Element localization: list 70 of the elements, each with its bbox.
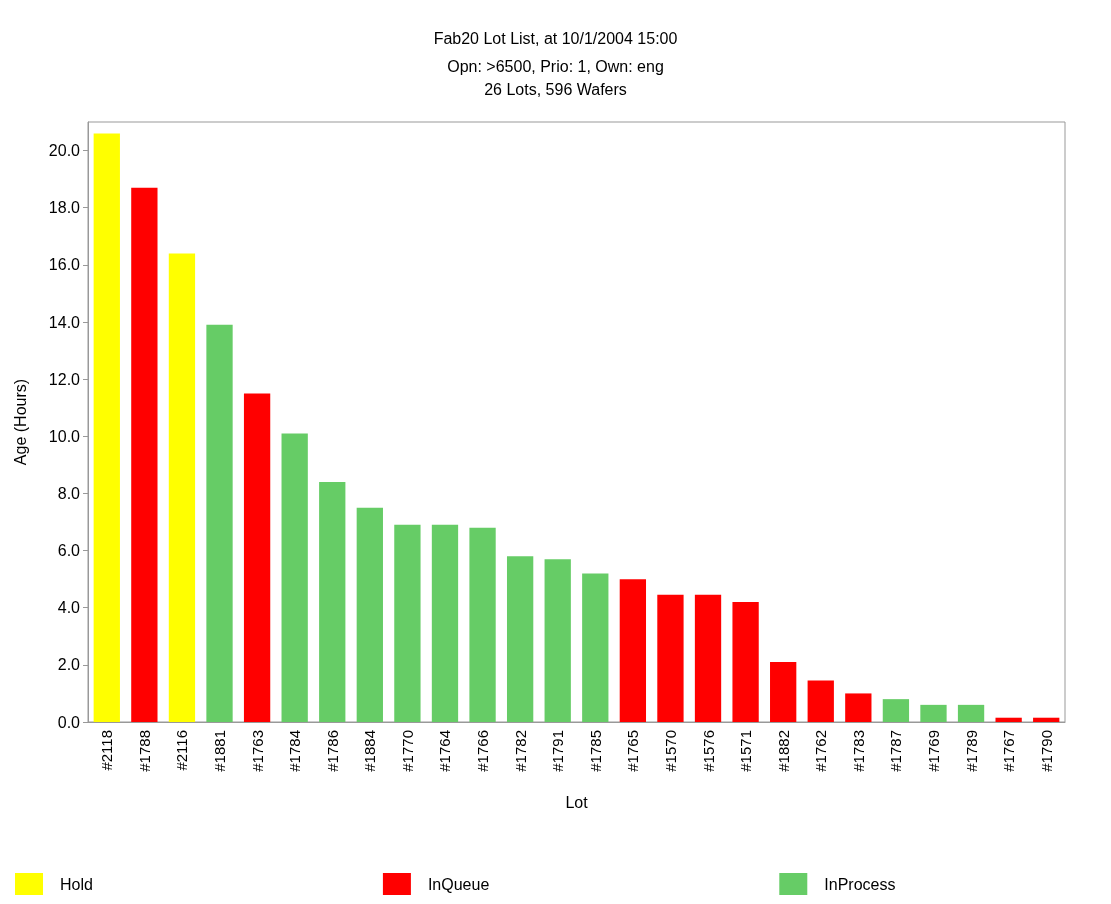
bar: [1033, 717, 1060, 722]
chart-subtitle: Opn: >6500, Prio: 1, Own: eng 26 Lots, 596 Wafers: [447, 58, 664, 98]
bar: [394, 524, 421, 722]
y-tick-label: 8.0: [57, 484, 81, 502]
y-tick-label: 12.0: [48, 370, 81, 388]
x-axis-title: Lot: [565, 793, 589, 811]
x-tick-label: #1791: [549, 730, 567, 772]
x-tick-label: #1764: [436, 730, 454, 772]
x-tick-label: #1766: [474, 730, 492, 772]
x-tick-label: #1767: [1000, 730, 1018, 772]
y-tick-label: 20.0: [48, 142, 81, 160]
x-tick-label: #1882: [774, 730, 792, 772]
bar: [544, 559, 571, 722]
chart-title: Fab20 Lot List, at 10/1/2004 15:00: [433, 29, 678, 47]
x-tick-label: #1762: [812, 730, 830, 772]
x-tick-label: #1782: [511, 730, 529, 772]
x-tick-label: #1783: [849, 730, 867, 772]
x-tick-label: #2118: [98, 730, 116, 771]
legend-label: InProcess: [824, 875, 896, 893]
y-tick-label: 16.0: [48, 256, 81, 274]
y-tick-label: 2.0: [57, 656, 81, 674]
x-tick-label: #1790: [1037, 730, 1055, 772]
y-tick-label: 18.0: [48, 199, 81, 217]
x-tick-label: #1770: [398, 730, 416, 772]
bar: [206, 324, 233, 722]
bar: [619, 579, 647, 722]
bar: [920, 704, 947, 722]
bar: [281, 433, 308, 722]
x-tick-label: #1769: [924, 730, 942, 772]
bar: [732, 602, 759, 722]
x-tick-label: #1789: [962, 730, 980, 772]
bar: [694, 594, 722, 722]
x-tick-label: #1570: [661, 730, 679, 772]
x-tick-label: #1763: [248, 730, 266, 772]
x-tick-label: #1765: [624, 730, 642, 772]
x-tick-label: #1571: [737, 730, 755, 772]
x-tick-label: #1881: [211, 730, 229, 772]
bar: [506, 556, 534, 722]
bar: [957, 704, 985, 722]
bar: [319, 482, 346, 722]
bar: [131, 187, 158, 722]
y-axis-title: Age (Hours): [11, 378, 29, 466]
bar: [807, 680, 834, 722]
bar: [243, 393, 271, 722]
bar: [582, 573, 609, 722]
bar: [882, 699, 910, 722]
bar: [431, 524, 459, 722]
y-tick-label: 6.0: [57, 542, 81, 560]
bar: [93, 133, 120, 722]
legend-label: InQueue: [427, 875, 490, 893]
bar: [469, 527, 496, 722]
y-tick-label: 10.0: [48, 427, 81, 445]
bar: [770, 662, 797, 722]
legend-label: Hold: [60, 875, 93, 893]
x-tick-label: #2116: [173, 730, 191, 771]
y-tick-label: 0.0: [57, 713, 81, 731]
x-tick-label: #1576: [699, 730, 717, 772]
bar: [168, 253, 196, 722]
y-tick-label: 4.0: [57, 599, 81, 617]
bar: [995, 717, 1022, 722]
bar: [356, 507, 383, 722]
bar: [845, 693, 872, 722]
x-tick-label: #1884: [361, 730, 379, 772]
x-tick-label: #1785: [586, 730, 604, 772]
y-tick-label: 14.0: [48, 313, 81, 331]
x-tick-label: #1788: [135, 730, 153, 772]
bar: [657, 594, 684, 722]
x-tick-label: #1787: [887, 730, 905, 772]
x-tick-label: #1784: [286, 730, 304, 772]
x-tick-label: #1786: [323, 730, 341, 772]
